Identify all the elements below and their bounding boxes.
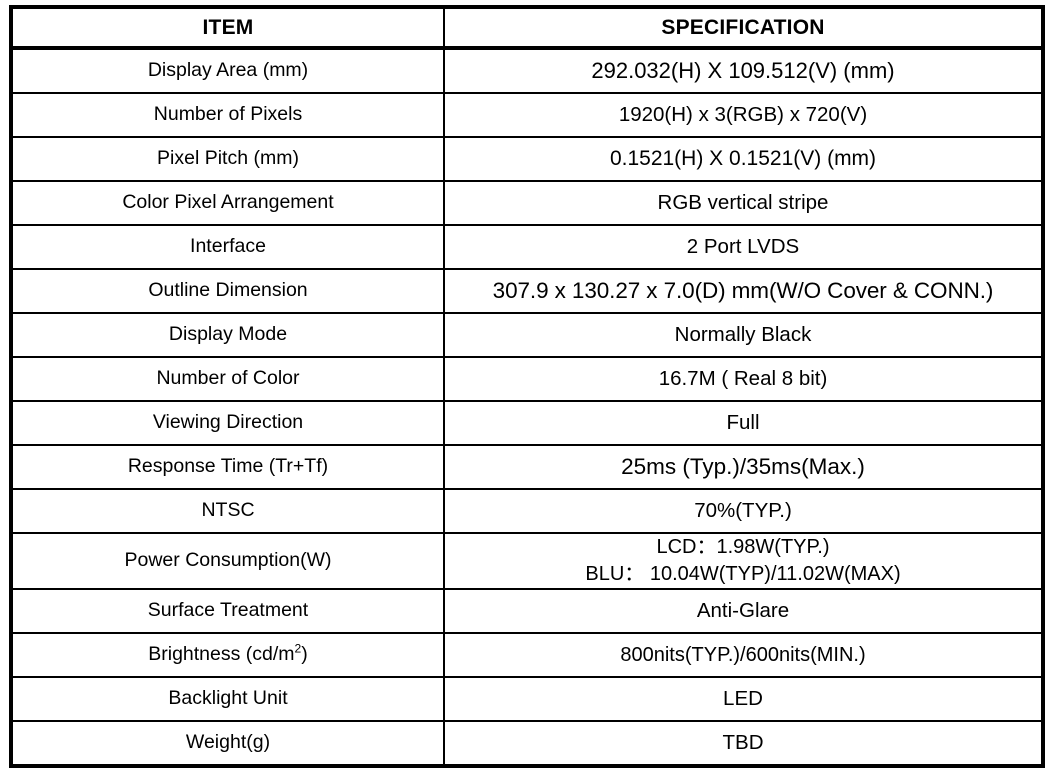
table-row: Pixel Pitch (mm) 0.1521(H) X 0.1521(V) (… xyxy=(10,136,1044,182)
table-row: Display Mode Normally Black xyxy=(10,312,1044,358)
row-spec-value: 800nits(TYP.)/600nits(MIN.) xyxy=(443,632,1044,678)
row-item-label: Pixel Pitch (mm) xyxy=(10,136,445,182)
row-spec-value: 1920(H) x 3(RGB) x 720(V) xyxy=(443,92,1044,138)
row-spec-value: TBD xyxy=(443,720,1044,767)
row-item-label: Response Time (Tr+Tf) xyxy=(10,444,445,490)
row-item-label: Number of Pixels xyxy=(10,92,445,138)
row-item-label: Display Area (mm) xyxy=(10,47,445,94)
row-spec-value: LCD：1.98W(TYP.) BLU： 10.04W(TYP)/11.02W(… xyxy=(443,532,1044,590)
table-row: Surface Treatment Anti-Glare xyxy=(10,588,1044,634)
brightness-unit-close: ) xyxy=(301,643,308,666)
brightness-unit-exponent: 2 xyxy=(294,641,302,656)
table-row: Number of Pixels 1920(H) x 3(RGB) x 720(… xyxy=(10,92,1044,138)
row-spec-value: Anti-Glare xyxy=(443,588,1044,634)
brightness-label-text: Brightness xyxy=(148,643,241,666)
row-item-label: Backlight Unit xyxy=(10,676,445,722)
row-item-label: NTSC xyxy=(10,488,445,534)
row-item-label: Number of Color xyxy=(10,356,445,402)
table-row: Backlight Unit LED xyxy=(10,676,1044,722)
row-spec-value: 25ms (Typ.)/35ms(Max.) xyxy=(443,444,1044,490)
row-item-label: Color Pixel Arrangement xyxy=(10,180,445,226)
row-spec-value: 70%(TYP.) xyxy=(443,488,1044,534)
row-item-label: Interface xyxy=(10,224,445,270)
power-blu-line: BLU： 10.04W(TYP)/11.02W(MAX) xyxy=(585,563,901,585)
row-item-label: Outline Dimension xyxy=(10,268,445,314)
column-header-specification: SPECIFICATION xyxy=(443,6,1044,50)
table-body: Display Area (mm) 292.032(H) X 109.512(V… xyxy=(10,47,1044,767)
table-row: Display Area (mm) 292.032(H) X 109.512(V… xyxy=(10,47,1044,94)
specification-table-container: ITEM SPECIFICATION Display Area (mm) 292… xyxy=(9,5,1045,768)
row-spec-value: RGB vertical stripe xyxy=(443,180,1044,226)
table-row: Interface 2 Port LVDS xyxy=(10,224,1044,270)
row-item-label: Display Mode xyxy=(10,312,445,358)
row-spec-value: 2 Port LVDS xyxy=(443,224,1044,270)
table-header: ITEM SPECIFICATION xyxy=(10,6,1044,50)
table-row: Outline Dimension 307.9 x 130.27 x 7.0(D… xyxy=(10,268,1044,314)
row-item-label: Weight(g) xyxy=(10,720,445,767)
row-spec-value: 307.9 x 130.27 x 7.0(D) mm(W/O Cover & C… xyxy=(443,268,1044,314)
row-spec-value: 16.7M ( Real 8 bit) xyxy=(443,356,1044,402)
specification-table: ITEM SPECIFICATION Display Area (mm) 292… xyxy=(9,5,1045,768)
row-item-label: Power Consumption(W) xyxy=(10,532,445,590)
row-item-label: Brightness (cd/m2) xyxy=(10,632,445,678)
row-spec-value: Normally Black xyxy=(443,312,1044,358)
table-row: Power Consumption(W) LCD：1.98W(TYP.) BLU… xyxy=(10,532,1044,590)
table-row: Response Time (Tr+Tf) 25ms (Typ.)/35ms(M… xyxy=(10,444,1044,490)
row-item-label: Surface Treatment xyxy=(10,588,445,634)
row-spec-value: LED xyxy=(443,676,1044,722)
table-row: Weight(g) TBD xyxy=(10,720,1044,767)
table-header-row: ITEM SPECIFICATION xyxy=(10,6,1044,50)
row-spec-value: 292.032(H) X 109.512(V) (mm) xyxy=(443,47,1044,94)
table-row: Brightness (cd/m2) 800nits(TYP.)/600nits… xyxy=(10,632,1044,678)
table-row: Viewing Direction Full xyxy=(10,400,1044,446)
table-row: NTSC 70%(TYP.) xyxy=(10,488,1044,534)
row-item-label: Viewing Direction xyxy=(10,400,445,446)
column-header-item: ITEM xyxy=(10,6,445,50)
table-row: Number of Color 16.7M ( Real 8 bit) xyxy=(10,356,1044,402)
row-spec-value: 0.1521(H) X 0.1521(V) (mm) xyxy=(443,136,1044,182)
row-spec-value: Full xyxy=(443,400,1044,446)
brightness-unit-open: (cd/m xyxy=(245,643,295,666)
table-row: Color Pixel Arrangement RGB vertical str… xyxy=(10,180,1044,226)
power-lcd-line: LCD：1.98W(TYP.) xyxy=(656,536,830,558)
